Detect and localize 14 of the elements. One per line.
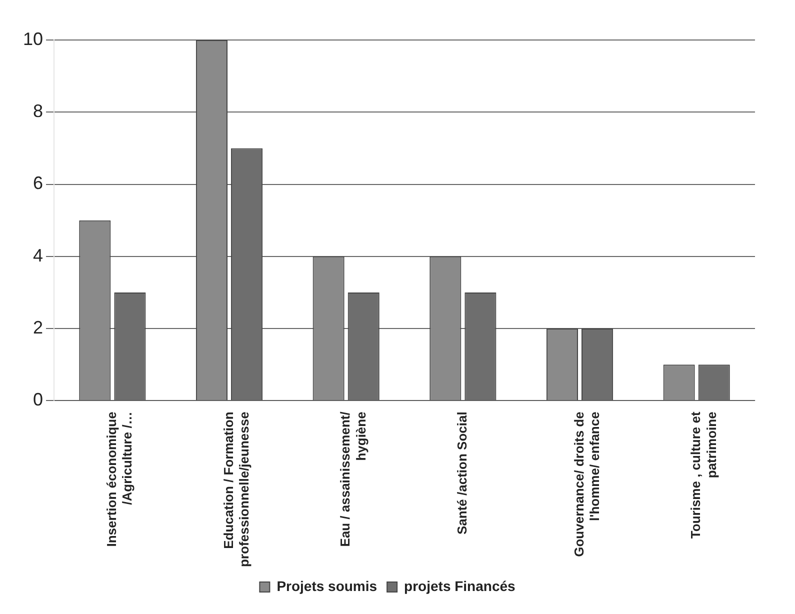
y-tick-label: 10 — [22, 28, 44, 49]
x-tick-label: Insertion économique /Agriculture /… — [104, 412, 135, 547]
y-tick-label: 2 — [33, 318, 44, 338]
x-tick-label: Education / Formation professionnelle/jeunesse — [220, 412, 252, 568]
y-tick-label: 0 — [33, 390, 44, 410]
x-tick-label: Eau / assainissement/ hygiène — [338, 411, 368, 547]
x-tick-label: Santé /action Social — [454, 412, 470, 534]
y-tick-label: 4 — [33, 245, 44, 266]
legend-label: projets Financés — [404, 578, 516, 594]
x-tick-label: Gouvernance/ droits de l'homme/ enfance — [571, 412, 602, 557]
legend-label: Projets soumis — [276, 578, 378, 594]
x-tick-label: Tourisme , culture et patrimoine — [688, 411, 719, 539]
y-tick-label: 8 — [33, 101, 44, 122]
y-tick-label: 6 — [33, 173, 44, 194]
